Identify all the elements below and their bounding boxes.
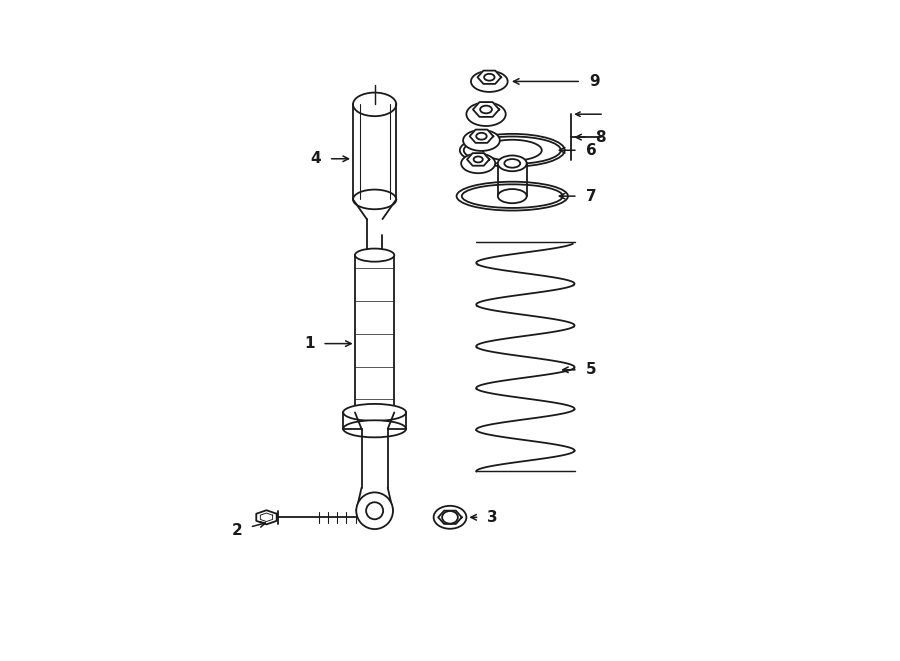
Ellipse shape [473, 157, 482, 163]
Ellipse shape [456, 182, 568, 211]
Ellipse shape [434, 506, 466, 529]
Ellipse shape [482, 139, 542, 161]
Text: 2: 2 [231, 523, 242, 538]
Ellipse shape [498, 189, 526, 203]
Polygon shape [467, 153, 490, 166]
Ellipse shape [343, 404, 406, 421]
Ellipse shape [466, 102, 506, 126]
Ellipse shape [356, 492, 393, 529]
Ellipse shape [481, 106, 492, 113]
Text: 9: 9 [589, 74, 599, 89]
Ellipse shape [343, 420, 406, 438]
Text: 6: 6 [586, 143, 597, 158]
Text: 4: 4 [310, 151, 321, 167]
Polygon shape [478, 71, 501, 84]
Ellipse shape [484, 74, 495, 81]
Ellipse shape [460, 134, 564, 167]
Ellipse shape [353, 190, 396, 210]
Ellipse shape [476, 133, 487, 139]
Ellipse shape [498, 155, 526, 171]
Text: 1: 1 [304, 336, 314, 351]
Ellipse shape [355, 406, 394, 419]
Polygon shape [472, 102, 500, 117]
Ellipse shape [355, 249, 394, 262]
Ellipse shape [442, 511, 458, 524]
Ellipse shape [471, 71, 508, 92]
Text: 5: 5 [586, 362, 596, 377]
Text: 7: 7 [586, 188, 596, 204]
Text: 8: 8 [596, 130, 606, 145]
Ellipse shape [464, 130, 500, 151]
Polygon shape [470, 130, 493, 143]
Ellipse shape [461, 153, 495, 173]
Ellipse shape [353, 93, 396, 116]
Text: 3: 3 [487, 510, 498, 525]
